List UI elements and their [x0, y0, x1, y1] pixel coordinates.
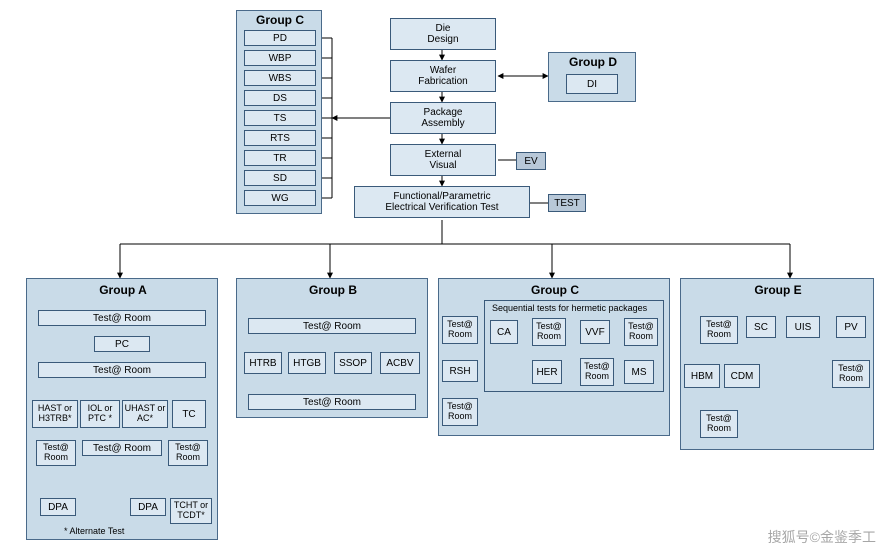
gc2-tr5: Test@ Room: [580, 358, 614, 386]
ge-sc: SC: [746, 316, 776, 338]
ga-tr2: Test@ Room: [38, 362, 206, 378]
ga-tr1: Test@ Room: [38, 310, 206, 326]
func-test: Functional/Parametric Electrical Verific…: [354, 186, 530, 218]
group-c-title: Group C: [237, 13, 323, 27]
pkg-assembly: Package Assembly: [390, 102, 496, 134]
gc-RTS: RTS: [244, 130, 316, 146]
gb-b2: HTGB: [288, 352, 326, 374]
ga-tra: Test@ Room: [36, 440, 76, 466]
ga-b4: TC: [172, 400, 206, 428]
gc-DS: DS: [244, 90, 316, 106]
group-a-title: Group A: [27, 283, 219, 297]
ga-pc: PC: [94, 336, 150, 352]
gc-WBS: WBS: [244, 70, 316, 86]
gc-WBP: WBP: [244, 50, 316, 66]
gc2-seq: Sequential tests for hermetic packages: [492, 303, 647, 313]
ge-uis: UIS: [786, 316, 820, 338]
gc2-ms: MS: [624, 360, 654, 384]
ge-tr3: Test@ Room: [832, 360, 870, 388]
ga-note: * Alternate Test: [64, 526, 124, 536]
tag-ev: EV: [516, 152, 546, 170]
die-design: Die Design: [390, 18, 496, 50]
gc-TR: TR: [244, 150, 316, 166]
wafer-fab: Wafer Fabrication: [390, 60, 496, 92]
gb-tr2: Test@ Room: [248, 394, 416, 410]
gc2-ca: CA: [490, 320, 518, 344]
ge-cdm: CDM: [724, 364, 760, 388]
ga-tcht: TCHT or TCDT*: [170, 498, 212, 524]
gc2-vvf: VVF: [580, 320, 610, 344]
gc2-tr3: Test@ Room: [532, 318, 566, 346]
ge-tr1: Test@ Room: [700, 316, 738, 344]
ga-dpa2: DPA: [130, 498, 166, 516]
gc-SD: SD: [244, 170, 316, 186]
group-d-title: Group D: [549, 55, 637, 69]
gc2-tr4: Test@ Room: [624, 318, 658, 346]
gb-b4: ACBV: [380, 352, 420, 374]
ga-b1: HAST or H3TRB*: [32, 400, 78, 428]
ge-hbm: HBM: [684, 364, 720, 388]
gc-WG: WG: [244, 190, 316, 206]
gc2-tr2: Test@ Room: [442, 398, 478, 426]
gb-tr1: Test@ Room: [248, 318, 416, 334]
gc2-tr1: Test@ Room: [442, 316, 478, 344]
watermark: 搜狐号©金鉴季工: [768, 527, 876, 547]
group-b-title: Group B: [237, 283, 429, 297]
group-e-title: Group E: [681, 283, 875, 297]
tag-test: TEST: [548, 194, 586, 212]
ge-tr2: Test@ Room: [700, 410, 738, 438]
gd-di: DI: [566, 74, 618, 94]
ge-pv: PV: [836, 316, 866, 338]
gc2-her: HER: [532, 360, 562, 384]
gc-PD: PD: [244, 30, 316, 46]
gc2-rsh: RSH: [442, 360, 478, 382]
ga-b2: IOL or PTC *: [80, 400, 120, 428]
ga-b3: UHAST or AC*: [122, 400, 168, 428]
ext-visual: External Visual: [390, 144, 496, 176]
gc-TS: TS: [244, 110, 316, 126]
group-c2-title: Group C: [439, 283, 671, 297]
ga-trc: Test@ Room: [168, 440, 208, 466]
gb-b1: HTRB: [244, 352, 282, 374]
ga-dpa1: DPA: [40, 498, 76, 516]
ga-trb: Test@ Room: [82, 440, 162, 456]
gb-b3: SSOP: [334, 352, 372, 374]
